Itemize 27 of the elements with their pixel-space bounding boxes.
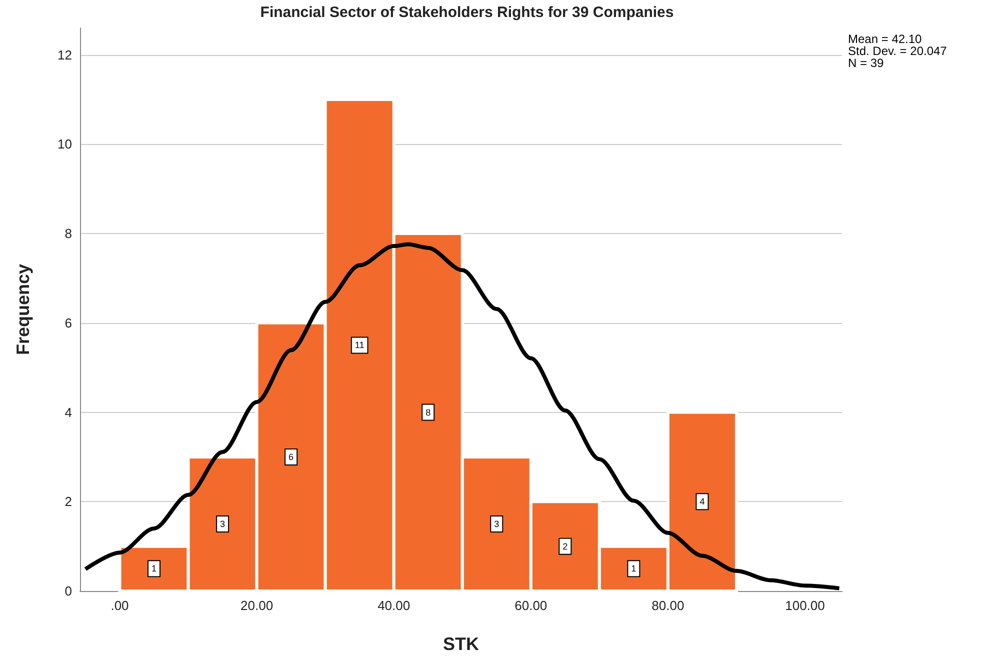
y-tick-label: 4: [64, 404, 72, 420]
data-label: 3: [494, 518, 500, 529]
data-label: 6: [288, 452, 294, 462]
x-tick-label: 100.00: [785, 598, 825, 613]
x-tick-label: .00: [110, 598, 129, 613]
y-tick-label: 2: [64, 494, 72, 510]
data-label: 2: [562, 541, 568, 552]
y-tick-label: 12: [58, 47, 72, 62]
y-axis-title: Frequency: [13, 264, 33, 356]
data-label: 1: [631, 564, 636, 574]
y-tick-label: 8: [64, 226, 72, 242]
data-label: 4: [700, 496, 705, 507]
x-tick-label: 20.00: [240, 598, 274, 613]
data-label: 11: [354, 340, 364, 350]
data-label: 3: [220, 518, 226, 529]
x-tick-label: 60.00: [514, 598, 548, 613]
y-tick-label: 10: [58, 136, 72, 152]
y-tick-label: 0: [64, 584, 72, 598]
data-label: 8: [426, 407, 431, 418]
x-tick-label: 40.00: [378, 598, 410, 613]
y-tick-label: 6: [64, 315, 72, 330]
text: Mean = 42.10 Std. Dev. = 20.047 N = 39: [848, 32, 948, 70]
line-series: [83, 242, 842, 590]
data-label: 1: [152, 564, 157, 574]
x-tick-label: 80.00: [652, 598, 684, 613]
x-axis-title: STK: [443, 634, 479, 654]
chart-title: Financial Sector of Stakeholders Rights for 39 Companies: [260, 4, 674, 21]
